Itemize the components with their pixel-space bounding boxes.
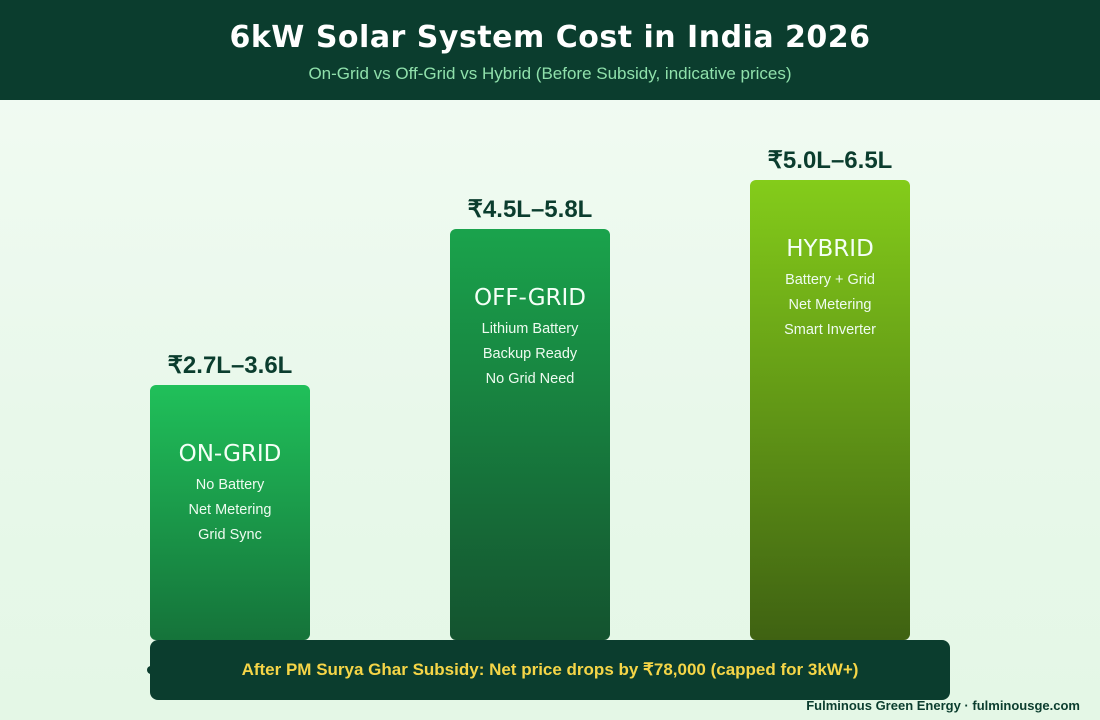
price-label-hybrid: ₹5.0L–6.5L — [767, 146, 893, 174]
footer-credit: Fulminous Green Energy · fulminousge.com — [806, 698, 1080, 713]
feature-item: No Grid Need — [485, 371, 575, 388]
price-label-on-grid: ₹2.7L–3.6L — [167, 352, 293, 380]
bar-label-hybrid: HYBRID — [786, 235, 874, 262]
bar-off-grid: OFF-GRID Lithium Battery Backup Ready No Gr… — [450, 229, 610, 640]
feature-item: Battery + Grid — [785, 271, 875, 288]
price-label-off-grid: ₹4.5L–5.8L — [467, 196, 593, 224]
bar-on-grid: ON-GRID No Battery Net Metering Grid Sync — [150, 385, 310, 640]
bar-label-on-grid: ON-GRID — [178, 441, 282, 468]
bar-label-off-grid: OFF-GRID — [473, 285, 586, 312]
feature-item: Grid Sync — [198, 527, 262, 544]
chart-header: 6kW Solar System Cost in India 2026 On-G… — [0, 0, 1100, 100]
feature-item: Smart Inverter — [784, 321, 876, 338]
feature-list: Battery + Grid Net Metering Smart Inverter — [750, 268, 910, 343]
chart-subtitle: On-Grid vs Off-Grid vs Hybrid (Before Su… — [308, 64, 792, 83]
bar-hybrid: HYBRID Battery + Grid Net Metering Smart In… — [750, 179, 910, 640]
feature-item: No Battery — [195, 477, 265, 494]
feature-list: Lithium Battery Backup Ready No Grid Need — [450, 317, 610, 392]
feature-item: Backup Ready — [482, 346, 578, 363]
feature-list: No Battery Net Metering Grid Sync — [150, 473, 310, 548]
feature-item: Net Metering — [788, 296, 872, 313]
chart-title: 6kW Solar System Cost in India 2026 — [229, 20, 871, 55]
feature-item: Lithium Battery — [481, 321, 579, 338]
subsidy-banner: After PM Surya Ghar Subsidy: Net price d… — [150, 640, 950, 700]
feature-item: Net Metering — [188, 502, 272, 519]
